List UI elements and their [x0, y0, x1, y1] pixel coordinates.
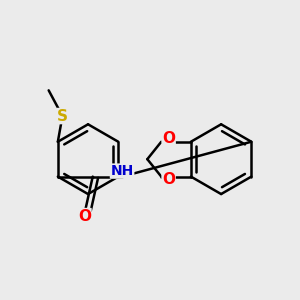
Text: NH: NH [110, 164, 134, 178]
Text: S: S [57, 109, 68, 124]
Text: O: O [162, 172, 175, 187]
Text: O: O [78, 208, 91, 224]
Text: O: O [162, 131, 175, 146]
